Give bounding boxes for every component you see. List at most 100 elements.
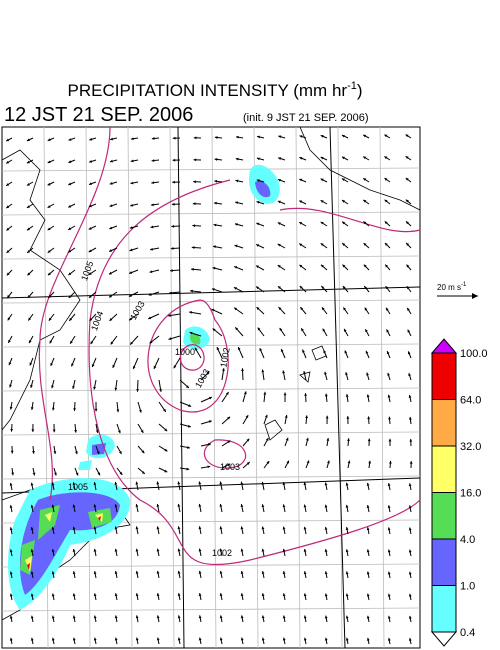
wind-vector-head [240,637,244,641]
wind-vector-head [299,135,303,138]
wind-vector-head [47,249,51,253]
wind-vector-head [303,482,307,486]
wind-vector-head [9,406,13,410]
wind-vector-head [256,244,260,247]
colorbar-box [431,399,457,447]
grid-line [1,167,421,172]
wind-vector-head [342,264,346,268]
wind-vector-head [408,395,412,398]
colorbar-box [431,352,457,400]
wind-vector-head [345,571,349,575]
wind-vector-head [386,351,390,355]
wind-vector-head [129,271,133,274]
wind-vector-head [51,385,54,389]
wind-vector-head [324,593,328,597]
wind-vector-head [129,317,133,321]
wind-vector-head [164,448,168,452]
wind-vector-head [341,156,345,160]
wind-vector-head [164,469,168,473]
wind-vector-head [407,329,411,333]
wind-vector-head [278,307,282,310]
wind-vector-head [110,137,114,141]
wind-vector-head [240,481,244,485]
wind-vector-head [177,615,181,619]
wind-vector-head [9,637,13,641]
colorbar-label: 100.0 [460,348,488,360]
wind-vector-head [51,504,55,508]
wind-vector-head [261,548,265,552]
title-main: PRECIPITATION INTENSITY (mm hr [67,81,347,100]
wind-vector-head [263,391,267,395]
wind-vector-head [68,227,72,230]
wind-vector-head [26,160,30,164]
wind-vector-head [30,384,33,388]
wind-vector-head [208,443,211,446]
wind-vector-head [366,593,370,597]
wind-vector-head [246,438,250,442]
wind-vector-head [261,481,265,485]
wind-vector-head [72,615,76,619]
wind-vector-head [345,593,349,597]
wind-vector-head [366,615,370,619]
wind-vector-head [363,134,367,138]
wind-vector-head [191,246,195,249]
wind-vector-head [30,482,34,486]
wind-vector-head [93,504,97,508]
wind-vector-head [363,178,367,181]
wind-vector-head [302,349,305,353]
wind-vector-head [190,289,193,293]
wind-vector-head [282,571,286,574]
wind-vector-head [207,465,211,469]
wind-vector-head [30,637,34,641]
wind-vector-head [277,265,281,268]
wind-vector-head [30,615,34,619]
wind-vector-head [141,450,145,454]
wind-vector-head [304,393,308,396]
wind-vector-head [159,388,162,392]
wind-vector-head [367,438,371,442]
wind-vector-head [93,548,97,552]
wind-vector-head [303,593,307,597]
wind-vector-head [68,272,72,276]
wind-vector-head [88,295,92,298]
wind-vector-head [10,450,14,454]
wind-vector-head [384,134,388,138]
wind-vector-head [261,571,265,574]
wind-vector-head [129,248,133,252]
wind-vector-head [109,317,113,321]
wind-vector-head [385,264,389,268]
wind-vector-head [150,203,154,207]
wind-vector-head [153,365,157,369]
wind-vector-head [282,615,286,619]
wind-vector-head [27,295,31,298]
wind-vector-head [88,272,92,275]
wind-vector-head [219,570,223,574]
wind-vector-head [320,221,324,225]
wind-vector-head [88,249,92,253]
wind-vector-head [129,226,133,229]
wind-vector-head [388,460,392,464]
wind-vector-head [213,245,216,249]
wind-vectors [5,134,413,645]
wind-vector-head [219,637,223,641]
wind-vector-head [345,372,348,376]
wind-vector-head [30,527,34,530]
grid-line [379,126,385,649]
wind-vector-head [135,570,139,574]
grid-line [1,299,421,304]
wind-vector-head [299,286,303,289]
wind-vector-head [51,615,55,619]
wind-vector-head [128,294,132,297]
wind-vector-head [256,307,260,311]
wind-vector-head [364,286,368,290]
wind-vector-head [234,266,238,269]
wind-vector-head [156,481,160,485]
wind-vector-head [214,158,218,161]
wind-vector-head [48,317,52,321]
wind-vector-head [28,317,32,321]
wind-vector-head [52,429,56,433]
wind-vector-head [96,451,100,455]
wind-vector-head [368,460,372,464]
wind-vector-head [279,327,283,331]
isobar-label: 1002 [218,347,231,368]
